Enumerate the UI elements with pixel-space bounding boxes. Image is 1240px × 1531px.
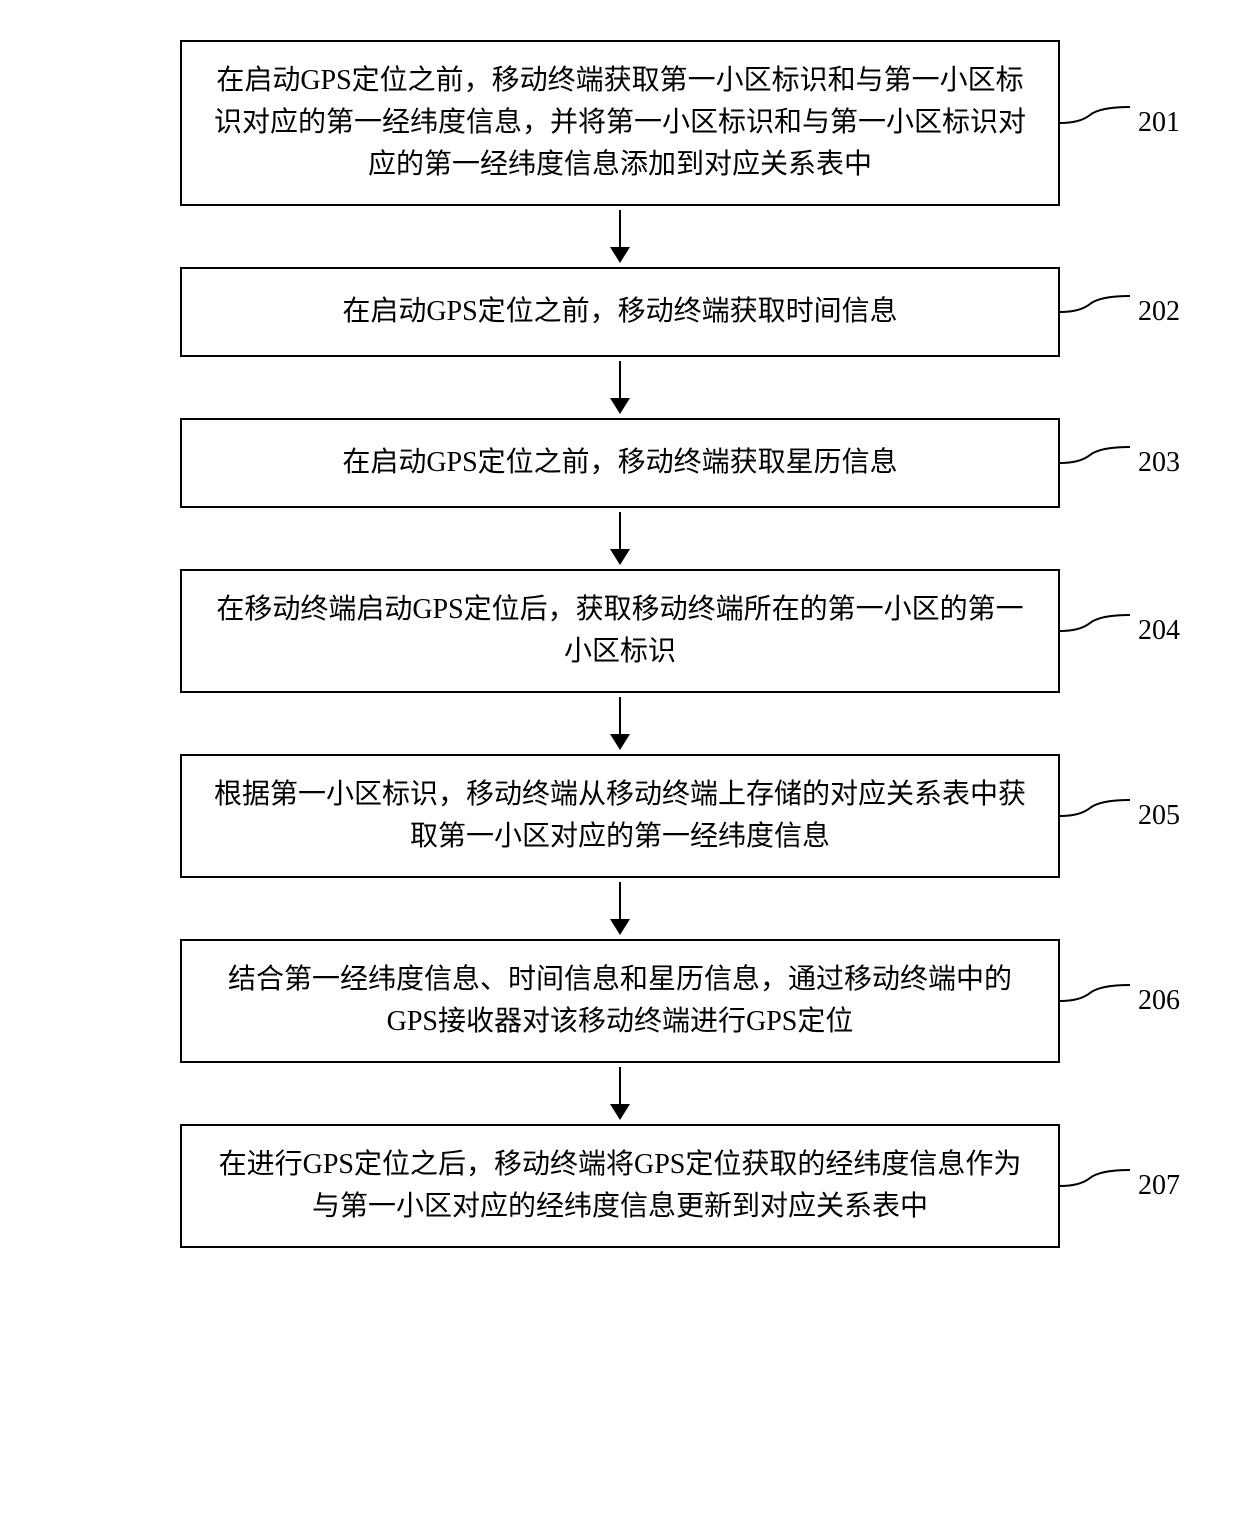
step-label: 205 [1138,800,1180,832]
step-label-container: 203 [1060,443,1200,483]
step-text: 在启动GPS定位之前，移动终端获取星历信息 [342,442,897,484]
arrow-icon [610,361,630,414]
step-label-container: 202 [1060,292,1200,332]
step-label: 204 [1138,615,1180,647]
connector-curve-icon [1060,443,1130,483]
connector-curve-icon [1060,103,1130,143]
step-text: 在进行GPS定位之后，移动终端将GPS定位获取的经纬度信息作为与第一小区对应的经… [206,1144,1034,1228]
step-row-204: 在移动终端启动GPS定位后，获取移动终端所在的第一小区的第一小区标识 204 [20,569,1220,693]
step-label-container: 206 [1060,981,1200,1021]
step-box-204: 在移动终端启动GPS定位后，获取移动终端所在的第一小区的第一小区标识 [180,569,1060,693]
connector-curve-icon [1060,796,1130,836]
arrow-icon [610,882,630,935]
step-box-205: 根据第一小区标识，移动终端从移动终端上存储的对应关系表中获取第一小区对应的第一经… [180,754,1060,878]
connector-curve-icon [1060,292,1130,332]
step-box-203: 在启动GPS定位之前，移动终端获取星历信息 [180,418,1060,508]
arrow-icon [610,210,630,263]
step-label-container: 204 [1060,611,1200,651]
step-label: 203 [1138,447,1180,479]
arrow-icon [610,1067,630,1120]
step-label: 207 [1138,1170,1180,1202]
step-text: 在启动GPS定位之前，移动终端获取时间信息 [342,291,897,333]
arrow-icon [610,512,630,565]
arrow-icon [610,697,630,750]
step-text: 结合第一经纬度信息、时间信息和星历信息，通过移动终端中的GPS接收器对该移动终端… [206,959,1034,1043]
step-box-207: 在进行GPS定位之后，移动终端将GPS定位获取的经纬度信息作为与第一小区对应的经… [180,1124,1060,1248]
step-label: 206 [1138,985,1180,1017]
connector-curve-icon [1060,611,1130,651]
step-row-207: 在进行GPS定位之后，移动终端将GPS定位获取的经纬度信息作为与第一小区对应的经… [20,1124,1220,1248]
step-box-201: 在启动GPS定位之前，移动终端获取第一小区标识和与第一小区标识对应的第一经纬度信… [180,40,1060,206]
step-label-container: 205 [1060,796,1200,836]
step-row-205: 根据第一小区标识，移动终端从移动终端上存储的对应关系表中获取第一小区对应的第一经… [20,754,1220,878]
step-row-201: 在启动GPS定位之前，移动终端获取第一小区标识和与第一小区标识对应的第一经纬度信… [20,40,1220,206]
step-text: 在移动终端启动GPS定位后，获取移动终端所在的第一小区的第一小区标识 [206,589,1034,673]
step-label: 202 [1138,296,1180,328]
step-row-206: 结合第一经纬度信息、时间信息和星历信息，通过移动终端中的GPS接收器对该移动终端… [20,939,1220,1063]
connector-curve-icon [1060,981,1130,1021]
step-label-container: 207 [1060,1166,1200,1206]
step-text: 在启动GPS定位之前，移动终端获取第一小区标识和与第一小区标识对应的第一经纬度信… [206,60,1034,186]
step-box-202: 在启动GPS定位之前，移动终端获取时间信息 [180,267,1060,357]
step-label: 201 [1138,107,1180,139]
step-row-203: 在启动GPS定位之前，移动终端获取星历信息 203 [20,418,1220,508]
step-label-container: 201 [1060,103,1200,143]
step-text: 根据第一小区标识，移动终端从移动终端上存储的对应关系表中获取第一小区对应的第一经… [206,774,1034,858]
step-row-202: 在启动GPS定位之前，移动终端获取时间信息 202 [20,267,1220,357]
flowchart-container: 在启动GPS定位之前，移动终端获取第一小区标识和与第一小区标识对应的第一经纬度信… [20,40,1220,1248]
step-box-206: 结合第一经纬度信息、时间信息和星历信息，通过移动终端中的GPS接收器对该移动终端… [180,939,1060,1063]
connector-curve-icon [1060,1166,1130,1206]
